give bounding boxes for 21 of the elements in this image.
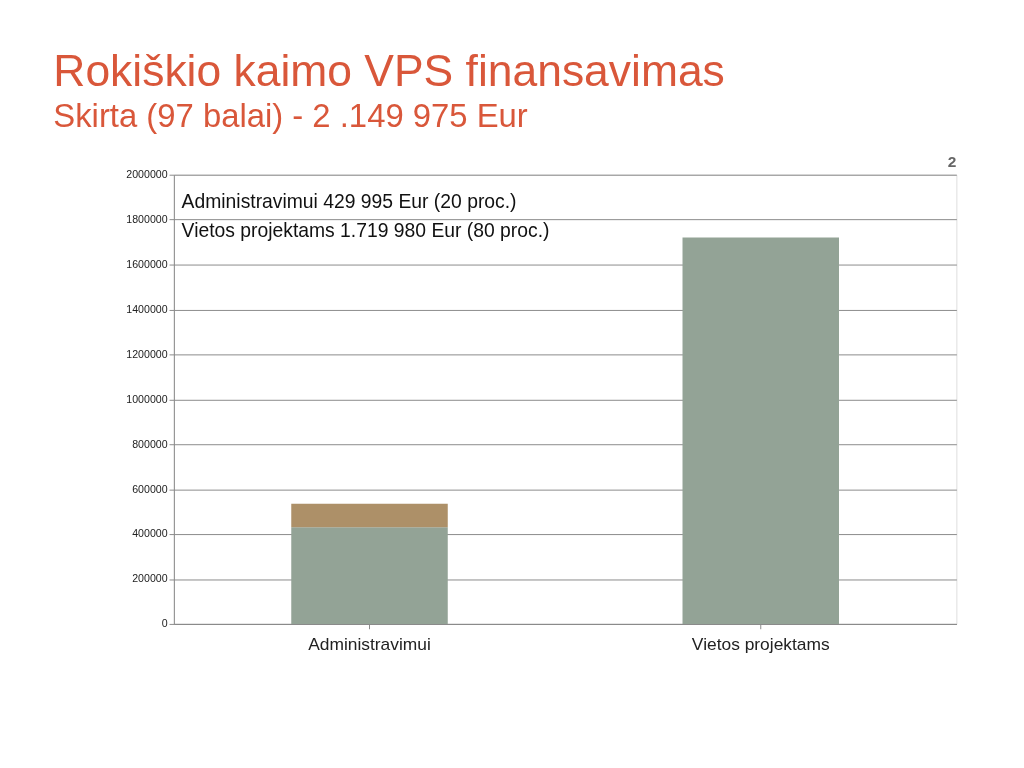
y-tick-label: 600000 bbox=[132, 482, 168, 495]
y-tick-label: 1000000 bbox=[126, 392, 168, 405]
y-tick-label: 1600000 bbox=[126, 257, 168, 270]
y-tick-label: 1400000 bbox=[126, 302, 168, 315]
text: 2 bbox=[947, 152, 957, 170]
chart-subtitle: Skirta (97 balai) - 2 .149 975 Eur bbox=[53, 97, 528, 135]
x-tick-label: Vietos projektams bbox=[691, 634, 830, 655]
x-tick-label: Administravimui bbox=[308, 634, 431, 655]
bar bbox=[291, 503, 448, 528]
annotation: Administravimui 429 995 Eur (20 proc.) bbox=[181, 190, 517, 212]
y-tick-label: 800000 bbox=[132, 437, 168, 450]
y-tick-label: 1200000 bbox=[126, 347, 168, 360]
bar bbox=[682, 237, 839, 624]
bar bbox=[291, 527, 448, 624]
y-tick-label: 0 bbox=[161, 617, 168, 630]
annotation: Vietos projektams 1.719 980 Eur (80 proc.) bbox=[181, 219, 550, 241]
y-tick-label: 1800000 bbox=[126, 213, 168, 226]
y-tick-label: 2000000 bbox=[126, 168, 168, 181]
chart-title: Rokiškio kaimo VPS finansavimas bbox=[53, 45, 725, 95]
y-tick-label: 400000 bbox=[132, 527, 168, 540]
y-tick-label: 200000 bbox=[132, 572, 168, 585]
